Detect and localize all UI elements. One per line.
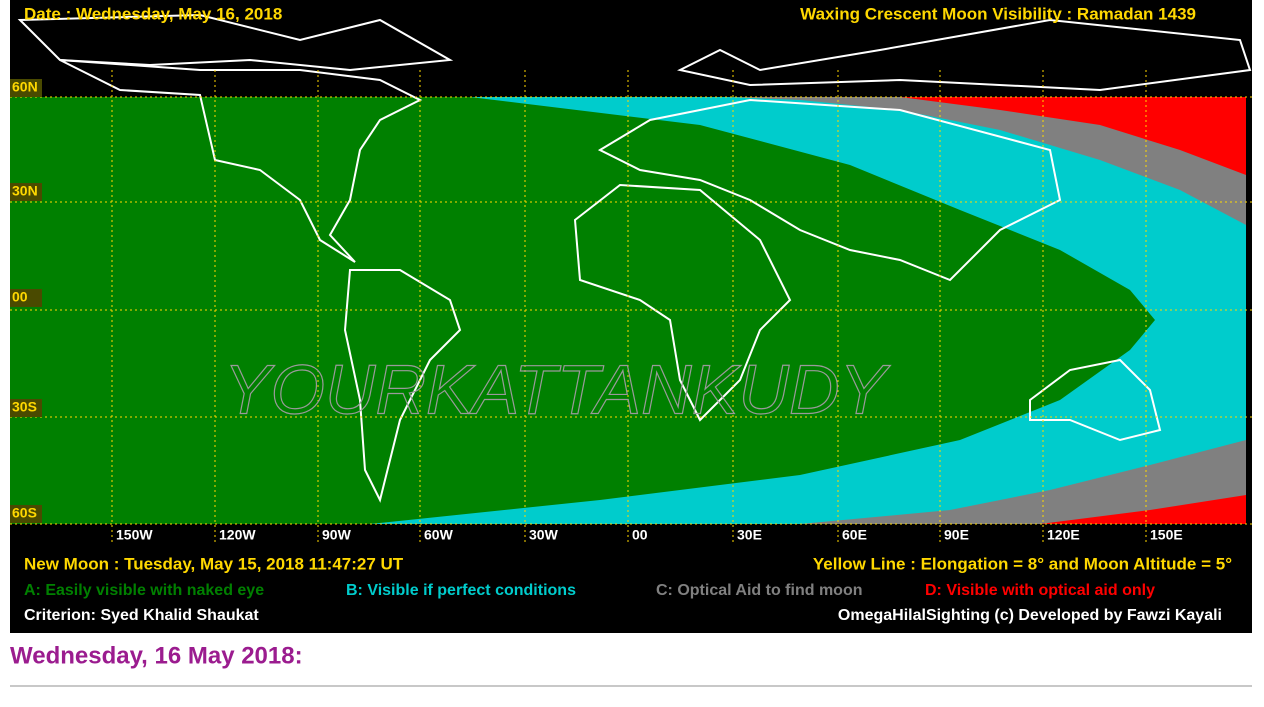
new-moon: New Moon : Tuesday, May 15, 2018 11:47:2… bbox=[24, 554, 404, 573]
lon-label: 90W bbox=[322, 527, 352, 543]
legend-b: B: Visible if perfect conditions bbox=[346, 582, 576, 599]
grid bbox=[10, 70, 1252, 545]
lon-label: 120E bbox=[1047, 527, 1080, 543]
heading: Wednesday, 16 May 2018: bbox=[10, 642, 303, 669]
zone-d bbox=[1040, 495, 1246, 524]
lat-label: 60N bbox=[12, 79, 38, 95]
legend-d: D: Visible with optical aid only bbox=[925, 582, 1155, 599]
zone-c bbox=[800, 440, 1246, 524]
longitude-labels: 150W 120W 90W 60W 30W 00 30E 60E 90E 120E 150E bbox=[116, 527, 1183, 543]
latitude-labels: 60N 30N 00 30S 60S bbox=[10, 79, 42, 523]
lon-label: 30W bbox=[529, 527, 559, 543]
lon-label: 150W bbox=[116, 527, 153, 543]
lat-label: 00 bbox=[12, 289, 28, 305]
lat-label-bg bbox=[10, 399, 42, 417]
credit: OmegaHilalSighting (c) Developed by Fawz… bbox=[838, 607, 1222, 624]
lat-label-bg bbox=[10, 79, 42, 97]
yellow-line-note: Yellow Line : Elongation = 8° and Moon A… bbox=[813, 554, 1232, 573]
criterion: Criterion: Syed Khalid Shaukat bbox=[24, 607, 259, 624]
legend-c: C: Optical Aid to find moon bbox=[656, 582, 863, 599]
lon-label: 00 bbox=[632, 527, 648, 543]
legend-a: A: Easily visible with naked eye bbox=[24, 582, 264, 599]
lat-label-bg bbox=[10, 183, 42, 201]
lat-label: 30S bbox=[12, 399, 37, 415]
lat-label: 30N bbox=[12, 183, 38, 199]
visibility-map: YOURKATTANKUDY bbox=[10, 13, 1252, 545]
lon-label: 60E bbox=[842, 527, 867, 543]
watermark: YOURKATTANKUDY bbox=[224, 350, 891, 428]
lon-label: 120W bbox=[219, 527, 256, 543]
lon-label: 60W bbox=[424, 527, 454, 543]
lon-label: 90E bbox=[944, 527, 969, 543]
lat-label: 60S bbox=[12, 505, 37, 521]
zone-d bbox=[900, 97, 1246, 175]
lat-label-bg bbox=[10, 289, 42, 307]
lon-label: 150E bbox=[1150, 527, 1183, 543]
lat-label-bg bbox=[10, 505, 42, 523]
map-title: Waxing Crescent Moon Visibility : Ramada… bbox=[800, 4, 1196, 23]
lon-label: 30E bbox=[737, 527, 762, 543]
date: Date : Wednesday, May 16, 2018 bbox=[24, 4, 282, 23]
